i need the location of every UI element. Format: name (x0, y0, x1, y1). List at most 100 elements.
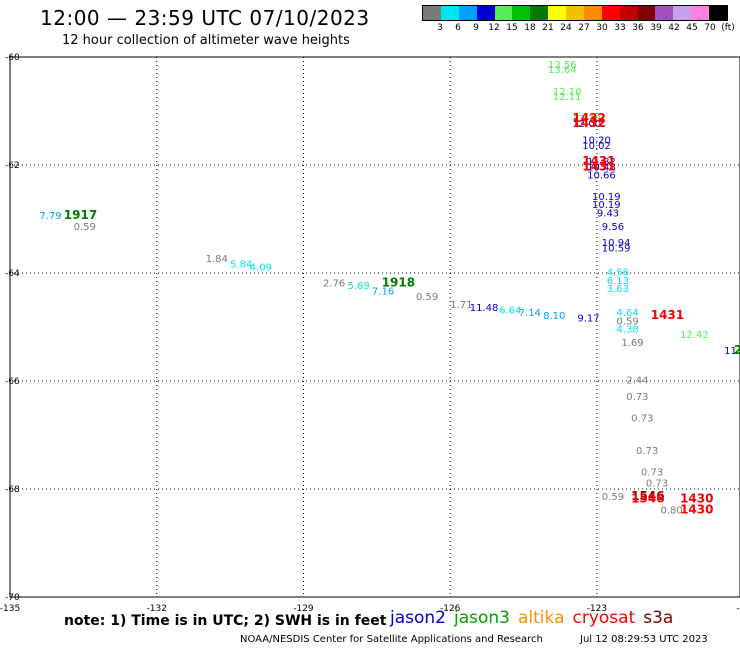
satellite-cryosat: cryosat (572, 608, 636, 628)
wave-height-label: 8.10 (543, 311, 565, 322)
wave-height-label: 5.69 (347, 281, 369, 292)
wave-height-label: 13.56 (548, 60, 577, 71)
wave-height-label: 11.82 (587, 157, 616, 168)
legend-swatch (619, 6, 638, 20)
wave-height-label: 4.38 (616, 324, 638, 335)
wave-height-label: 12.42 (680, 330, 709, 341)
legend-label: 42 (668, 23, 680, 33)
longitude-tick-label: -123 (587, 604, 607, 614)
legend-label: 45 (686, 23, 698, 33)
satellite-altika: altika (518, 608, 565, 628)
longitude-tick-label: -126 (440, 604, 461, 614)
legend-label: 27 (578, 23, 590, 33)
pass-time-label: 1432 (572, 111, 605, 125)
wave-height-label: 1.69 (621, 338, 643, 349)
legend-labels: 3 6 9 12 15 18 21 24 27 30 33 36 39 42 45 70 (ft) (422, 21, 735, 35)
color-legend: 3 6 9 12 15 18 21 24 27 30 33 36 39 42 45 70 (ft) (422, 5, 735, 39)
pass-time-label: 1546 (631, 492, 664, 506)
satellite-jason3: jason3 (454, 608, 510, 628)
wave-height-label: 0.59 (616, 316, 638, 327)
legend-swatch (512, 6, 531, 20)
legend-swatch (709, 6, 727, 20)
legend-swatch (494, 6, 513, 20)
wave-height-label: 9.43 (597, 208, 619, 219)
wave-height-label: 10.66 (587, 171, 616, 182)
longitude-tick-label: -135 (0, 604, 20, 614)
wave-height-label: 10.19 (592, 200, 621, 211)
pass-time-label: 2115 (734, 343, 740, 357)
pass-time-label: 1430 (680, 492, 713, 506)
legend-label: 15 (506, 23, 518, 33)
legend-label: 39 (650, 23, 662, 33)
legend-label: 6 (455, 23, 461, 33)
legend-label: 24 (560, 23, 572, 33)
legend-swatch (476, 6, 495, 20)
wave-height-label: 13.64 (548, 65, 577, 76)
wave-height-label: 0.73 (631, 414, 653, 425)
pass-time-label: 1918 (382, 276, 415, 290)
latitude-tick-label: -70 (5, 593, 20, 603)
wave-height-label: 2.76 (323, 279, 345, 290)
wave-height-label: 3.63 (607, 284, 629, 295)
wave-height-label: 9.56 (602, 222, 624, 233)
wave-height-label: 12.00 (572, 119, 601, 130)
pass-time-label: 1546 (631, 489, 664, 503)
legend-swatch (530, 6, 549, 20)
legend-swatch (691, 6, 709, 20)
wave-height-label: 12.30 (572, 114, 601, 125)
satellite-legend: jason2 jason3 altika cryosat s3a (390, 608, 681, 628)
wave-height-label: 0.59 (602, 492, 624, 503)
legend-label: 9 (473, 23, 479, 33)
pass-time-label: 1431 (651, 308, 684, 322)
legend-label: 30 (596, 23, 608, 33)
longitude-tick-label: -132 (147, 604, 167, 614)
wave-height-label: 12.10 (553, 87, 582, 98)
legend-swatch (440, 6, 459, 20)
latitude-tick-label: -60 (5, 53, 20, 63)
legend-unit: (ft) (721, 23, 735, 33)
wave-height-label: 7.14 (519, 308, 541, 319)
wave-height-label: 9.17 (577, 314, 599, 325)
wave-height-label: 4.64 (616, 308, 638, 319)
wave-height-label: 2.44 (626, 376, 648, 387)
wave-height-label: 0.73 (626, 392, 648, 403)
wave-height-label: 10.19 (592, 192, 621, 203)
legend-swatch (655, 6, 674, 20)
wave-height-label: 12.11 (553, 92, 582, 103)
credit-line: NOAA/NESDIS Center for Satellite Applica… (240, 634, 543, 645)
wave-height-label: 10.20 (582, 135, 611, 146)
longitude-tick-label: -129 (293, 604, 314, 614)
wave-height-label: 6.64 (499, 306, 521, 317)
longitude-tick-label: -12 (736, 604, 740, 614)
legend-swatch (583, 6, 602, 20)
legend-swatches (422, 5, 728, 21)
wave-height-label: 1.71 (450, 300, 472, 311)
wave-height-label: 10.94 (602, 238, 631, 249)
pass-time-label: 1431 (582, 159, 615, 173)
legend-swatch (548, 6, 566, 20)
wave-height-label: 5.84 (230, 260, 252, 271)
legend-label: 33 (614, 23, 626, 33)
footer-note: note: 1) Time is in UTC; 2) SWH is in fe… (64, 613, 387, 629)
wave-height-label: 7.79 (39, 211, 61, 222)
legend-swatch (601, 6, 620, 20)
legend-label: 21 (542, 23, 554, 33)
legend-label: 12 (488, 23, 500, 33)
wave-height-label: 0.59 (74, 222, 96, 233)
wave-height-label: 6.13 (607, 276, 629, 287)
map-frame (9, 56, 740, 598)
page-subtitle: 12 hour collection of altimeter wave hei… (62, 33, 350, 48)
wave-height-label: 11.48 (470, 303, 499, 314)
pass-time-label: 1430 (680, 502, 713, 516)
legend-swatch (637, 6, 656, 20)
legend-swatch (566, 6, 584, 20)
legend-label: 18 (524, 23, 536, 33)
satellite-s3a: s3a (643, 608, 674, 628)
wave-height-label: 0.73 (636, 446, 658, 457)
wave-height-label: 0.59 (416, 292, 438, 303)
wave-height-label: 0.73 (641, 468, 663, 479)
wave-height-label: 0.80 (661, 505, 683, 516)
legend-swatch (458, 6, 477, 20)
pass-time-label: 1917 (64, 208, 97, 222)
